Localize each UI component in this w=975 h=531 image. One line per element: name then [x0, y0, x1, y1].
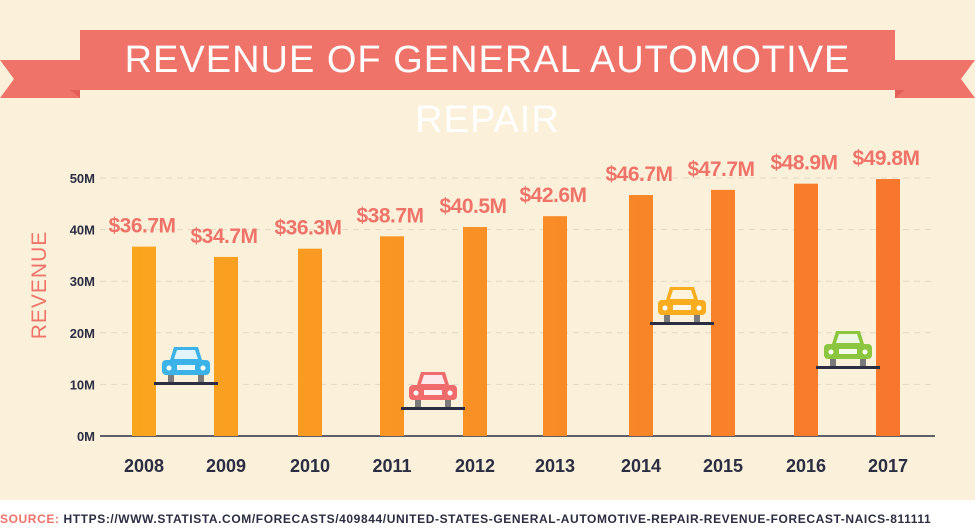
headlight	[862, 349, 868, 355]
data-label: $36.3M	[274, 217, 341, 240]
source-label: SOURCE:	[0, 512, 60, 526]
bar	[876, 179, 900, 437]
banner-right-fold	[895, 90, 905, 98]
bar	[463, 227, 487, 436]
headlight	[166, 365, 172, 371]
road-line	[401, 407, 465, 410]
wheel	[830, 358, 836, 366]
banner-right-tail	[895, 60, 975, 98]
banner-left-fold	[70, 90, 80, 98]
wheel	[694, 314, 700, 322]
source-footnote: SOURCE: HTTPS://WWW.STATISTA.COM/FORECAS…	[0, 512, 975, 531]
banner-left-tail	[0, 60, 80, 98]
data-label: $49.8M	[852, 147, 919, 170]
data-label: $36.7M	[108, 215, 175, 238]
car-window	[836, 334, 860, 343]
value-labels: $36.7M $34.7M $36.3M $38.7M $40.5M $42.6M $46.…	[108, 147, 920, 248]
headlight	[662, 305, 668, 311]
bar	[298, 248, 322, 436]
banner-main	[80, 30, 895, 90]
bar	[711, 189, 735, 436]
x-tick-label: 2010	[290, 456, 330, 476]
x-tick-label: 2014	[621, 456, 661, 476]
data-label: $34.7M	[190, 225, 257, 248]
headlight	[200, 365, 206, 371]
x-tick-label: 2017	[868, 456, 908, 476]
car-icon-blue	[154, 347, 218, 385]
data-label: $40.5M	[439, 195, 506, 218]
car-decorations	[154, 287, 880, 410]
x-tick-label: 2008	[124, 456, 164, 476]
bars	[132, 179, 900, 437]
bar	[543, 216, 567, 436]
y-tick-label: 0M	[77, 429, 95, 444]
wheel	[415, 399, 421, 407]
y-axis-label: REVENUE	[28, 231, 51, 340]
road-line	[154, 382, 218, 385]
bar	[132, 246, 156, 436]
x-tick-labels: 2008 2009 2010 2011 2012 2013 2014 2015 2016 2017	[124, 456, 908, 476]
bar	[214, 256, 238, 436]
y-tick-label: 10M	[70, 377, 95, 392]
data-label: $48.9M	[770, 152, 837, 175]
car-grille	[673, 305, 691, 310]
x-tick-label: 2016	[786, 456, 826, 476]
chart-title: REVENUE OF GENERAL AUTOMOTIVE REPAIR	[124, 39, 851, 141]
car-icon-green	[816, 331, 880, 369]
headlight	[413, 390, 419, 396]
car-grille	[424, 390, 442, 395]
road-line	[816, 366, 880, 369]
data-label: $47.7M	[687, 158, 754, 181]
wheel	[168, 374, 174, 382]
headlight	[696, 305, 702, 311]
headlight	[447, 390, 453, 396]
wheel	[198, 374, 204, 382]
y-tick-label: 50M	[70, 171, 95, 186]
bar	[380, 236, 404, 436]
x-tick-label: 2013	[535, 456, 575, 476]
wheel	[664, 314, 670, 322]
x-tick-label: 2015	[703, 456, 743, 476]
car-grille	[177, 365, 195, 370]
x-tick-label: 2012	[455, 456, 495, 476]
data-label: $46.7M	[605, 163, 672, 186]
car-window	[670, 290, 694, 299]
headlight	[828, 349, 834, 355]
y-tick-label: 30M	[70, 274, 95, 289]
wheel	[445, 399, 451, 407]
car-window	[174, 350, 198, 359]
y-tick-label: 40M	[70, 223, 95, 238]
x-tick-label: 2011	[372, 456, 411, 476]
road-line	[650, 322, 714, 325]
title-banner	[0, 30, 975, 98]
y-tick-labels: 0M 10M 20M 30M 40M 50M	[70, 171, 95, 444]
bar	[629, 195, 653, 436]
car-icon-orange	[650, 287, 714, 325]
bar	[794, 183, 818, 436]
car-window	[421, 375, 445, 384]
wheel	[860, 358, 866, 366]
data-label: $42.6M	[519, 184, 586, 207]
x-tick-label: 2009	[206, 456, 246, 476]
car-icon-red	[401, 372, 465, 410]
car-grille	[839, 349, 857, 354]
y-tick-label: 20M	[70, 326, 95, 341]
source-url[interactable]: HTTPS://WWW.STATISTA.COM/FORECASTS/40984…	[63, 512, 932, 526]
data-label: $38.7M	[356, 204, 423, 227]
